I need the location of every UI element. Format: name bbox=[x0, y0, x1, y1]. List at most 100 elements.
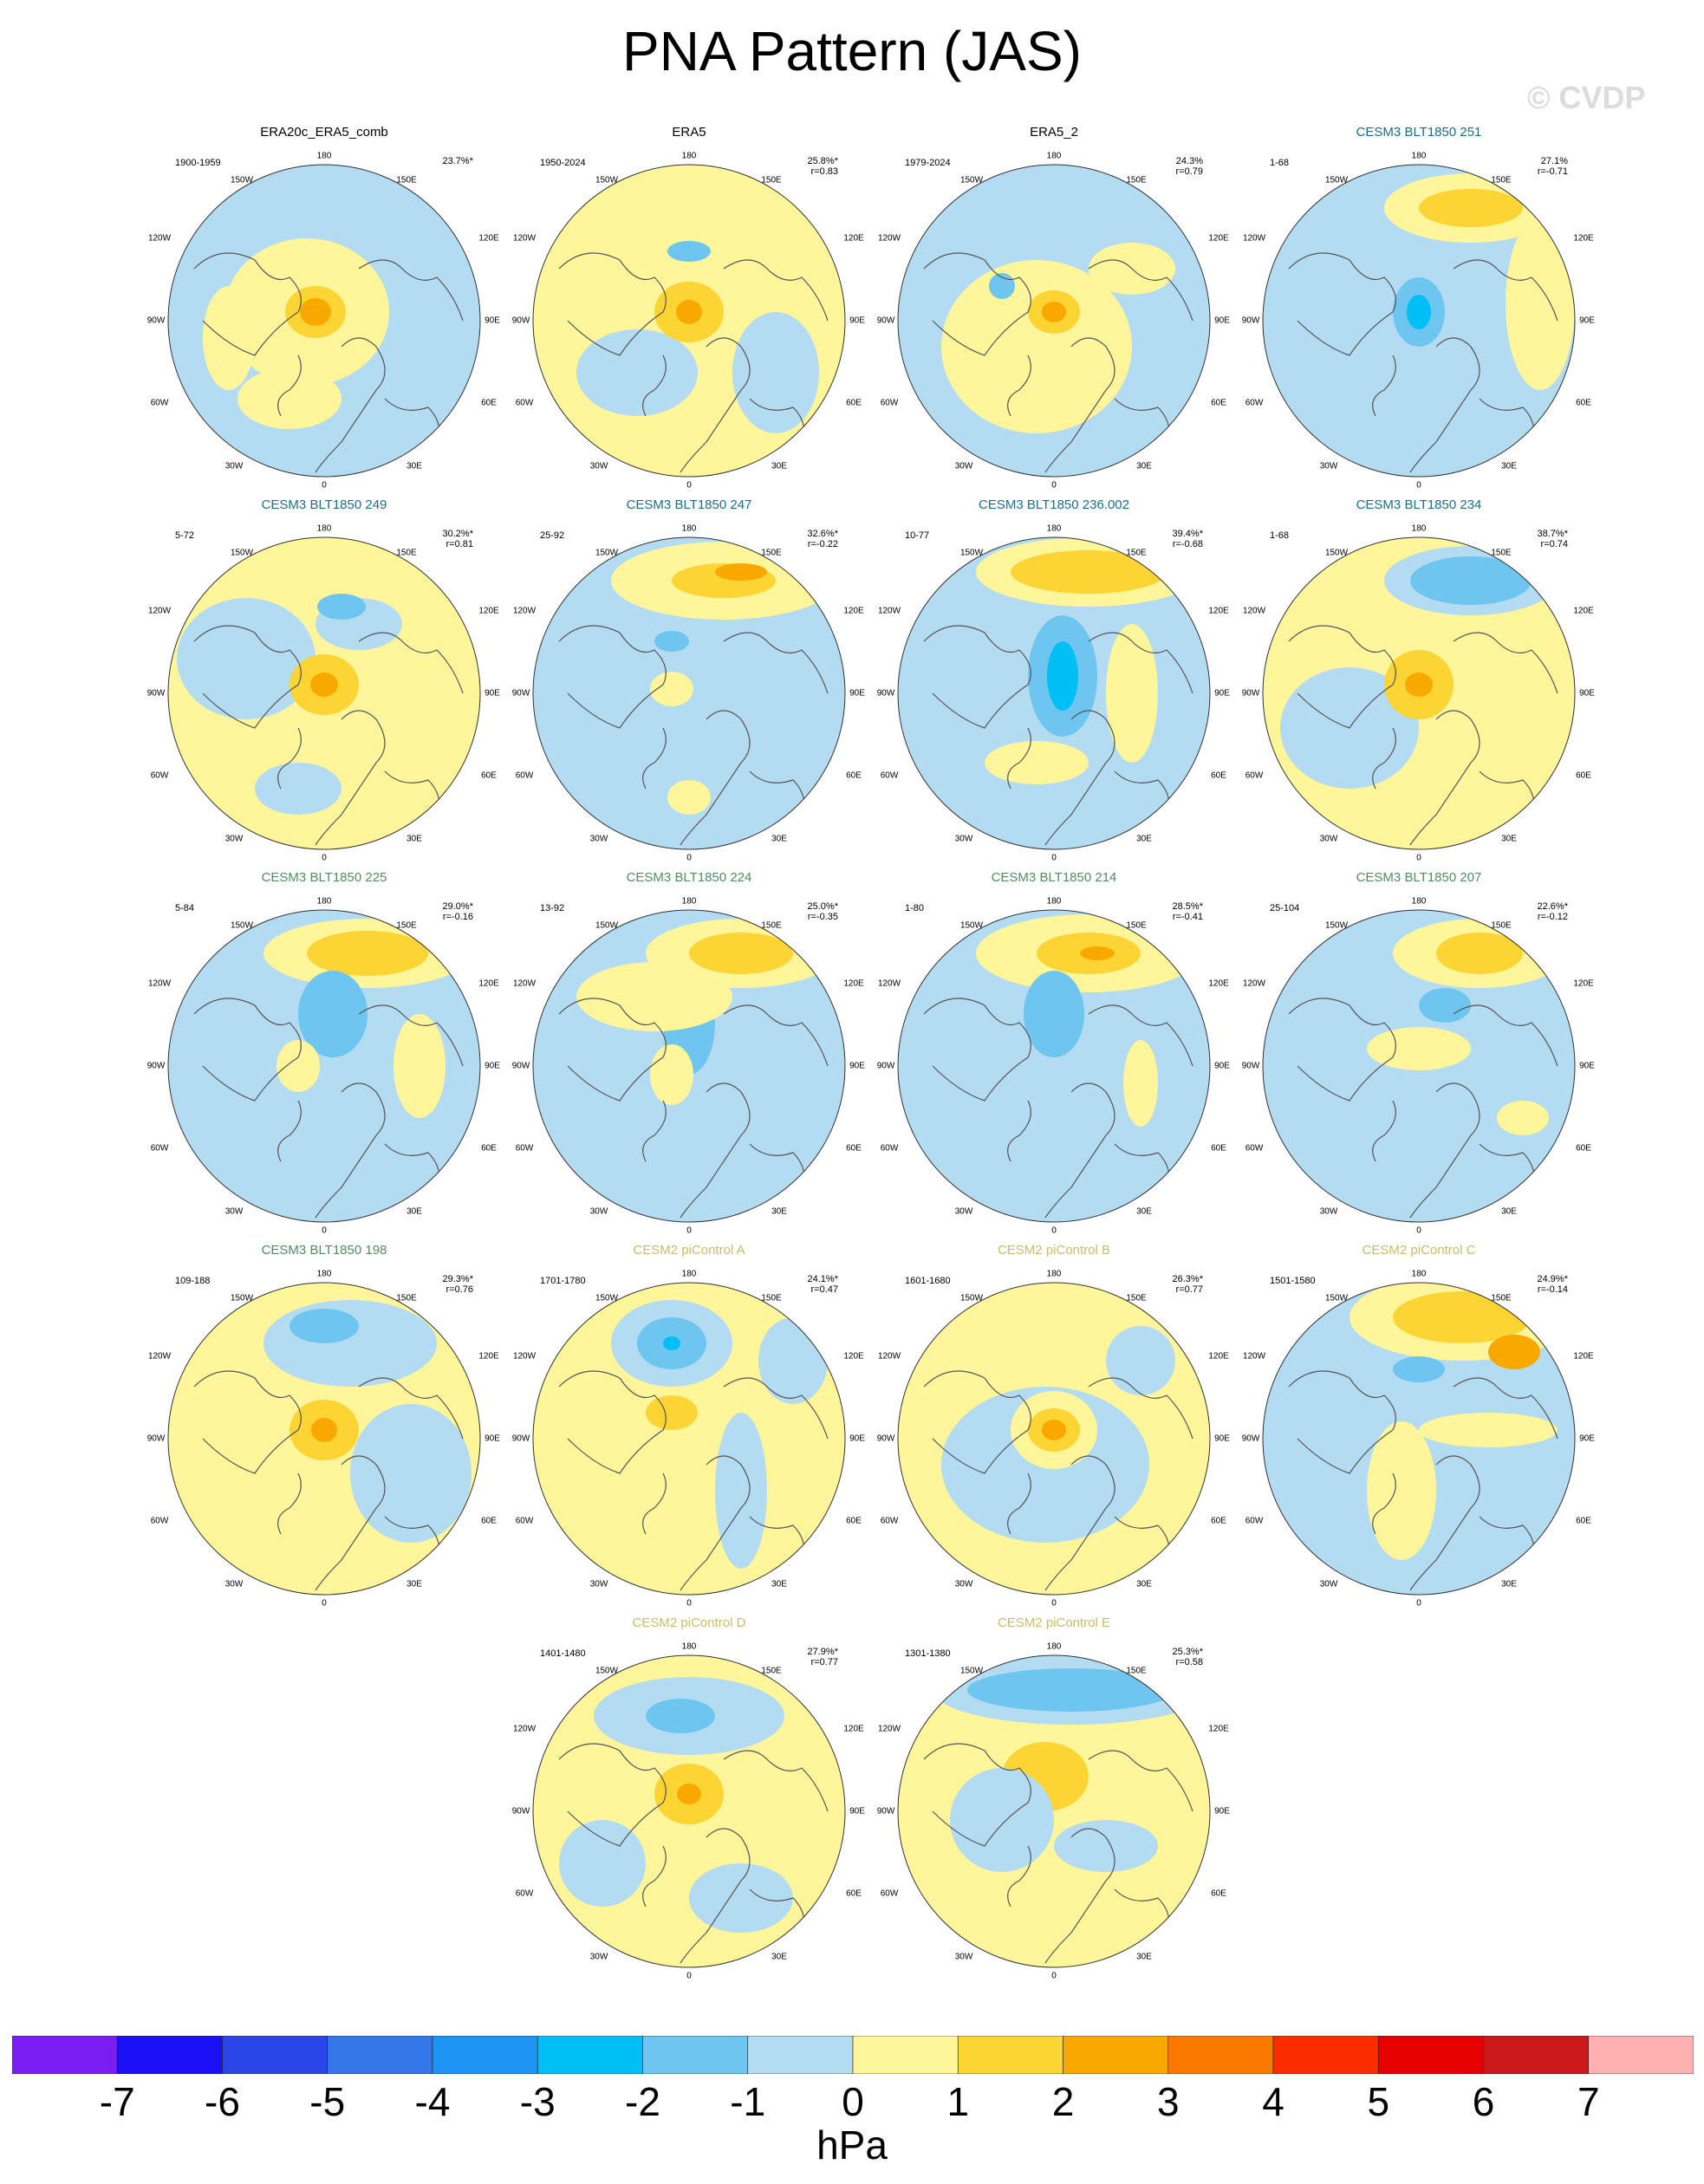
panel-correlation: r=-0.14 bbox=[1537, 1284, 1568, 1295]
panel-years: 1-80 bbox=[905, 903, 925, 913]
map-boundary bbox=[532, 164, 846, 478]
longitude-label: 120E bbox=[478, 233, 499, 244]
longitude-label: 90E bbox=[485, 1061, 500, 1071]
longitude-label: 0 bbox=[686, 1598, 692, 1609]
longitude-label: 30W bbox=[224, 834, 244, 844]
polar-map bbox=[532, 1282, 846, 1596]
longitude-label: 60E bbox=[846, 1516, 862, 1526]
longitude-label: 150W bbox=[595, 1666, 619, 1676]
panel-stats: 25.0%* r=-0.35 bbox=[808, 901, 838, 922]
longitude-label: 180 bbox=[1046, 523, 1062, 534]
longitude-label: 60E bbox=[1576, 1143, 1591, 1154]
longitude-label: 60W bbox=[150, 1143, 169, 1154]
map-panel: CESM2 piControl E 1301-1380 25.3%* r=0.58 18… bbox=[872, 1612, 1236, 1981]
panel-years: 1950-2024 bbox=[540, 158, 586, 168]
longitude-label: 60W bbox=[150, 770, 169, 781]
longitude-label: 60W bbox=[880, 398, 899, 408]
panel-stats: 24.3% r=0.79 bbox=[1176, 156, 1204, 177]
panel-variance: 27.1% bbox=[1540, 156, 1568, 166]
longitude-label: 120E bbox=[1573, 233, 1594, 244]
polar-map bbox=[532, 164, 846, 478]
panel-correlation: r=-0.12 bbox=[1537, 912, 1568, 922]
longitude-label: 30W bbox=[224, 461, 244, 471]
map-boundary bbox=[1262, 536, 1576, 850]
longitude-label: 30E bbox=[1136, 834, 1152, 844]
longitude-label: 180 bbox=[316, 523, 332, 534]
longitude-label: 150E bbox=[1126, 1666, 1147, 1676]
panel-stats: 25.3%* r=0.58 bbox=[1173, 1647, 1203, 1667]
longitude-label: 60E bbox=[1211, 770, 1226, 781]
longitude-label: 120W bbox=[877, 1724, 901, 1734]
longitude-label: 30E bbox=[406, 834, 422, 844]
longitude-label: 90W bbox=[1241, 688, 1260, 699]
longitude-label: 30E bbox=[1136, 1952, 1152, 1962]
longitude-label: 90W bbox=[876, 688, 895, 699]
longitude-label: 30W bbox=[954, 1952, 973, 1962]
longitude-label: 30E bbox=[1136, 1579, 1152, 1589]
panel-title: CESM3 BLT1850 207 bbox=[1356, 870, 1482, 885]
polar-map bbox=[1262, 1282, 1576, 1596]
longitude-label: 30E bbox=[1136, 461, 1152, 471]
longitude-label: 150E bbox=[761, 175, 782, 185]
panel-correlation: r=0.83 bbox=[810, 166, 839, 177]
polar-map bbox=[897, 909, 1211, 1223]
longitude-label: 90E bbox=[849, 1433, 865, 1444]
polar-map bbox=[897, 1654, 1211, 1968]
longitude-label: 180 bbox=[681, 151, 697, 161]
longitude-label: 30W bbox=[589, 834, 608, 844]
longitude-label: 30E bbox=[406, 461, 422, 471]
colorbar-swatch bbox=[747, 2036, 854, 2074]
longitude-label: 150E bbox=[396, 920, 417, 931]
longitude-label: 120W bbox=[512, 233, 537, 244]
longitude-label: 150W bbox=[1324, 1293, 1349, 1303]
longitude-label: 90E bbox=[1214, 1061, 1230, 1071]
longitude-label: 90W bbox=[1241, 315, 1260, 326]
map-boundary bbox=[532, 1282, 846, 1596]
map-panel: CESM2 piControl A 1701-1780 24.1%* r=0.47 18… bbox=[507, 1239, 871, 1609]
panel-years: 1-68 bbox=[1270, 530, 1290, 541]
colorbar-swatch bbox=[432, 2036, 538, 2074]
longitude-label: 90E bbox=[849, 1061, 865, 1071]
panel-years: 1601-1680 bbox=[905, 1276, 951, 1286]
panel-title: CESM2 piControl E bbox=[997, 1615, 1111, 1630]
longitude-label: 180 bbox=[1046, 896, 1062, 907]
longitude-label: 120W bbox=[877, 1351, 901, 1362]
longitude-label: 120E bbox=[1208, 978, 1229, 989]
longitude-label: 180 bbox=[316, 896, 332, 907]
longitude-label: 60E bbox=[1211, 1888, 1226, 1899]
map-boundary bbox=[167, 164, 481, 478]
panel-variance: 23.7%* bbox=[442, 156, 473, 166]
longitude-label: 0 bbox=[322, 1225, 327, 1236]
longitude-label: 180 bbox=[1411, 1269, 1427, 1279]
longitude-label: 60E bbox=[846, 398, 862, 408]
longitude-label: 120W bbox=[512, 978, 537, 989]
longitude-label: 60W bbox=[150, 1516, 169, 1526]
longitude-label: 90E bbox=[485, 1433, 500, 1444]
panel-correlation: r=0.76 bbox=[446, 1284, 474, 1295]
panel-years: 1301-1380 bbox=[905, 1648, 951, 1659]
longitude-label: 0 bbox=[1051, 1971, 1057, 1981]
longitude-label: 90E bbox=[485, 688, 500, 699]
panel-years: 1-68 bbox=[1270, 158, 1290, 168]
colorbar-swatch bbox=[116, 2036, 223, 2074]
panel-variance: 29.0%* bbox=[442, 901, 473, 912]
map-boundary bbox=[1262, 1282, 1576, 1596]
panel-correlation: r=0.58 bbox=[1175, 1657, 1204, 1667]
longitude-label: 60E bbox=[846, 1143, 862, 1154]
panel-correlation: r=-0.68 bbox=[1172, 539, 1203, 549]
longitude-label: 90E bbox=[1214, 1806, 1230, 1817]
map-panel: ERA20c_ERA5_comb 1900-1959 23.7%* 180 150W 15… bbox=[142, 121, 506, 491]
longitude-label: 90W bbox=[511, 1433, 530, 1444]
longitude-label: 150E bbox=[761, 1666, 782, 1676]
polar-map bbox=[532, 1654, 846, 1968]
longitude-label: 30W bbox=[589, 1952, 608, 1962]
longitude-label: 120W bbox=[512, 1351, 537, 1362]
longitude-label: 30W bbox=[954, 461, 973, 471]
longitude-label: 0 bbox=[686, 1225, 692, 1236]
longitude-label: 150W bbox=[959, 920, 984, 931]
longitude-label: 60E bbox=[846, 770, 862, 781]
polar-map bbox=[532, 909, 846, 1223]
panel-stats: 24.1%* r=0.47 bbox=[808, 1274, 838, 1295]
panel-years: 1701-1780 bbox=[540, 1276, 586, 1286]
longitude-label: 60E bbox=[481, 398, 497, 408]
